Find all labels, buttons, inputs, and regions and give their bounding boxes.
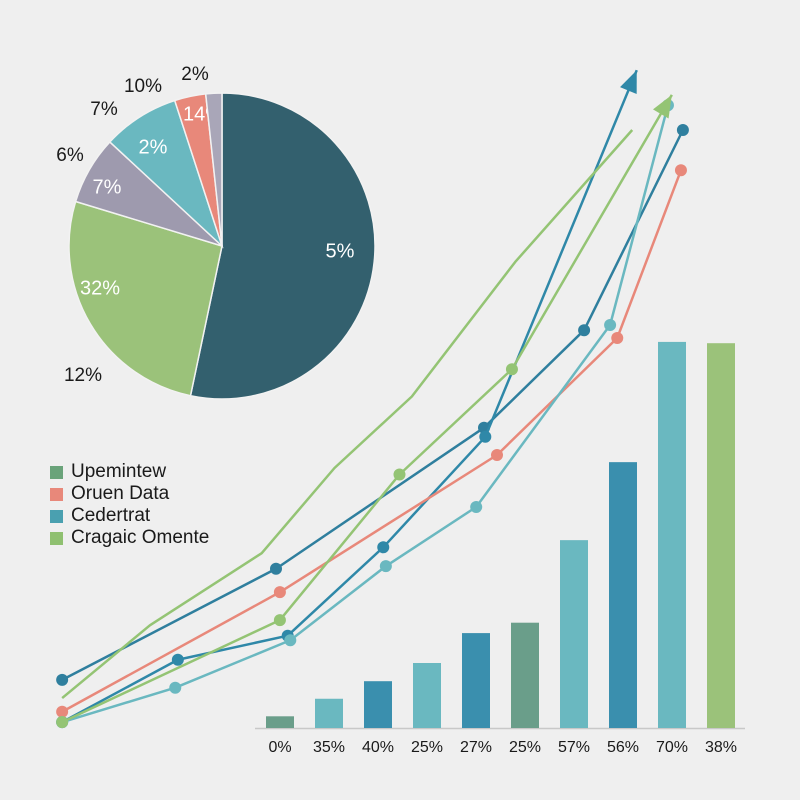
data-point	[578, 324, 591, 337]
legend-swatch	[50, 531, 63, 545]
pie-outer-label: 10%	[124, 76, 162, 97]
bar	[364, 681, 392, 728]
x-tick-label: 0%	[268, 739, 291, 756]
bar	[560, 540, 588, 728]
legend-item: Oruen Data	[50, 483, 209, 505]
data-point	[379, 560, 392, 573]
pie-outer-label: 7%	[90, 99, 118, 120]
data-point	[505, 363, 518, 376]
pie-slice	[189, 92, 376, 400]
bar	[609, 462, 637, 728]
bar	[707, 343, 735, 728]
data-point	[284, 634, 297, 647]
legend-item: Upemintew	[50, 461, 209, 483]
bar	[266, 716, 294, 728]
x-tick-label: 56%	[607, 739, 639, 756]
bar	[315, 698, 343, 728]
x-tick-label: 35%	[313, 739, 345, 756]
x-tick-label: 25%	[509, 739, 541, 756]
legend: Upemintew Oruen Data Cedertrat Cragaic O…	[50, 461, 209, 549]
x-tick-label: 40%	[362, 739, 394, 756]
data-point	[393, 468, 406, 481]
legend-swatch	[50, 509, 63, 523]
x-tick-label: 27%	[460, 739, 492, 756]
data-point	[470, 501, 483, 513]
data-point	[491, 449, 503, 461]
data-point	[273, 614, 286, 627]
legend-label: Cedertrat	[71, 505, 151, 526]
legend-label: Upemintew	[71, 461, 167, 482]
pie-slice-label: 32%	[80, 277, 120, 299]
data-point	[676, 124, 689, 136]
pie-slice	[204, 92, 223, 247]
data-point	[674, 164, 687, 177]
data-point	[377, 541, 390, 554]
series-line	[61, 69, 638, 724]
data-point	[270, 562, 282, 575]
data-point	[273, 586, 286, 599]
pie-outer-label: 2%	[181, 64, 209, 85]
legend-swatch	[50, 487, 63, 501]
bar	[658, 341, 686, 728]
legend-item: Cragaic Omente	[50, 527, 209, 549]
x-tick-label: 38%	[705, 739, 737, 756]
arrow-head-icon	[620, 70, 637, 94]
data-point	[171, 653, 184, 666]
pie-slice-label: 5%	[326, 240, 355, 262]
legend-item: Cedertrat	[50, 505, 209, 527]
x-tick-label: 70%	[656, 739, 688, 756]
pie-slice-label: 2%	[139, 136, 168, 158]
bar	[511, 622, 539, 728]
legend-label: Cragaic Omente	[71, 527, 210, 548]
pie-outer-label: 6%	[56, 145, 84, 166]
x-tick-label: 25%	[411, 739, 443, 756]
pie-slice	[68, 200, 223, 397]
pie-outer-label: 12%	[64, 365, 102, 386]
data-point	[56, 673, 69, 686]
data-point	[479, 430, 492, 443]
data-point	[611, 332, 624, 344]
legend-label: Oruen Data	[71, 483, 170, 504]
data-point	[604, 319, 617, 331]
pie-slice-label: 7%	[93, 176, 122, 198]
legend-swatch	[50, 465, 63, 479]
bar	[413, 663, 441, 728]
series-line	[61, 129, 634, 700]
data-point	[56, 716, 69, 729]
data-point	[169, 681, 182, 694]
arrow-head-icon	[652, 94, 672, 119]
bar	[462, 633, 490, 728]
x-tick-label: 57%	[558, 739, 590, 756]
data-point	[56, 705, 69, 718]
